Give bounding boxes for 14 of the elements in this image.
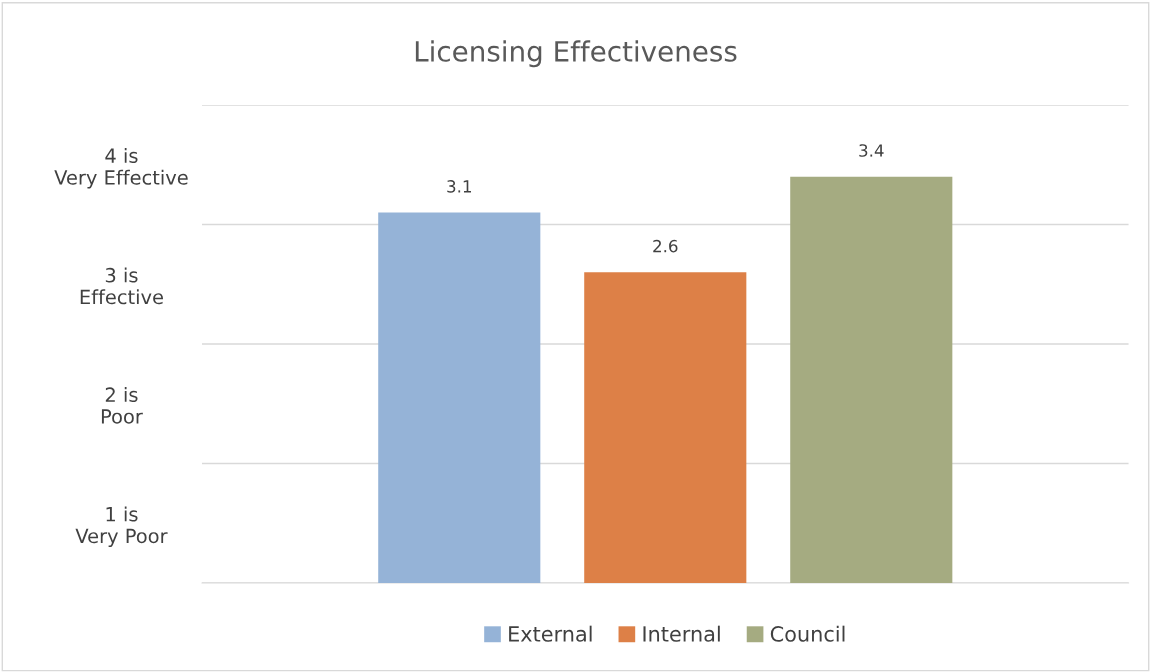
data-label: 3.1: [447, 180, 471, 193]
legend-label: External: [509, 625, 592, 642]
y-tick-label: 4 is Very Effective: [54, 147, 188, 189]
data-label: 3.4: [859, 144, 884, 157]
chart-title: Licensing Effectiveness: [415, 40, 737, 68]
bar: [790, 176, 953, 584]
y-tick-label: 3 is Effective: [80, 267, 163, 305]
data-label: 2.6: [653, 239, 678, 253]
legend-label: Internal: [643, 625, 720, 642]
bar: [378, 212, 541, 584]
y-tick-label: 1 is Very Poor: [75, 506, 168, 548]
y-tick-label: 2 is Poor: [101, 386, 143, 424]
bar: [584, 272, 747, 584]
legend-label: Council: [770, 625, 845, 642]
